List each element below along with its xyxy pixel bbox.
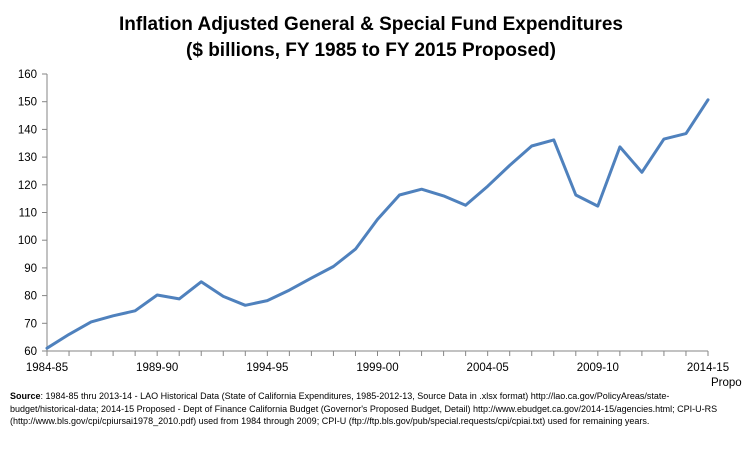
data-point — [332, 265, 335, 268]
data-point — [442, 194, 445, 197]
data-point — [398, 194, 401, 197]
x-axis: 1984-85 1989-90 1994-95 1999-00 2004-05 2009-… — [26, 350, 742, 389]
y-tick-label: 120 — [18, 180, 37, 192]
y-tick-label: 130 — [18, 152, 37, 164]
chart-subtitle: ($ billions, FY 1985 to FY 2015 Proposed… — [186, 40, 556, 61]
data-point — [640, 171, 643, 174]
x-tick-label: 1994-95 — [246, 362, 288, 374]
data-point — [156, 294, 159, 297]
x-tick-label: 1989-90 — [136, 362, 178, 374]
data-point — [376, 218, 379, 221]
data-point — [486, 185, 489, 188]
data-point — [707, 98, 710, 101]
data-point — [684, 132, 687, 135]
series-line — [45, 98, 710, 350]
y-tick-label: 110 — [19, 208, 37, 220]
y-tick-label: 60 — [24, 346, 37, 358]
y-tick-label: 90 — [24, 263, 37, 275]
chart-title: Inflation Adjusted General & Special Fun… — [119, 14, 623, 35]
y-tick-label: 160 — [18, 69, 37, 81]
data-point — [618, 145, 621, 148]
data-point — [90, 320, 93, 323]
y-tick-label: 70 — [24, 318, 37, 330]
y-tick-label: 140 — [18, 124, 37, 136]
data-point — [464, 204, 467, 207]
data-point — [530, 145, 533, 148]
data-point — [178, 297, 181, 300]
data-point — [574, 194, 577, 197]
y-tick-label: 80 — [24, 291, 37, 303]
x-tick-label: 2009-10 — [577, 362, 619, 374]
data-point — [288, 289, 291, 292]
x-tick-label: 2004-05 — [467, 362, 509, 374]
y-tick-label: 150 — [18, 97, 37, 109]
source-label: Source — [10, 391, 41, 401]
x-tick-label: 1984-85 — [26, 362, 68, 374]
data-point — [354, 248, 357, 251]
series-line-group — [45, 98, 710, 350]
data-point — [134, 309, 137, 312]
data-point — [266, 299, 269, 302]
data-point — [222, 295, 225, 298]
data-point — [46, 347, 49, 350]
data-point — [552, 138, 555, 141]
data-point — [508, 164, 511, 167]
data-point — [68, 333, 71, 336]
data-point — [112, 314, 115, 317]
source-note: Source: 1984-85 thru 2013-14 - LAO Histo… — [10, 390, 735, 428]
x-tick-label: 1999-00 — [356, 362, 398, 374]
data-point — [200, 280, 203, 283]
y-axis: 60 70 80 90 100 110 120 130 140 150 160 — [18, 69, 48, 358]
data-point — [662, 138, 665, 141]
x-tick-sublabel: Proposed — [711, 377, 742, 389]
data-point — [596, 205, 599, 208]
source-text: : 1984-85 thru 2013-14 - LAO Historical … — [10, 391, 718, 426]
x-tick-label: 2014-15 — [687, 362, 729, 374]
y-tick-label: 100 — [18, 235, 37, 247]
data-point — [420, 188, 423, 191]
data-point — [310, 277, 313, 280]
data-point — [244, 304, 247, 307]
